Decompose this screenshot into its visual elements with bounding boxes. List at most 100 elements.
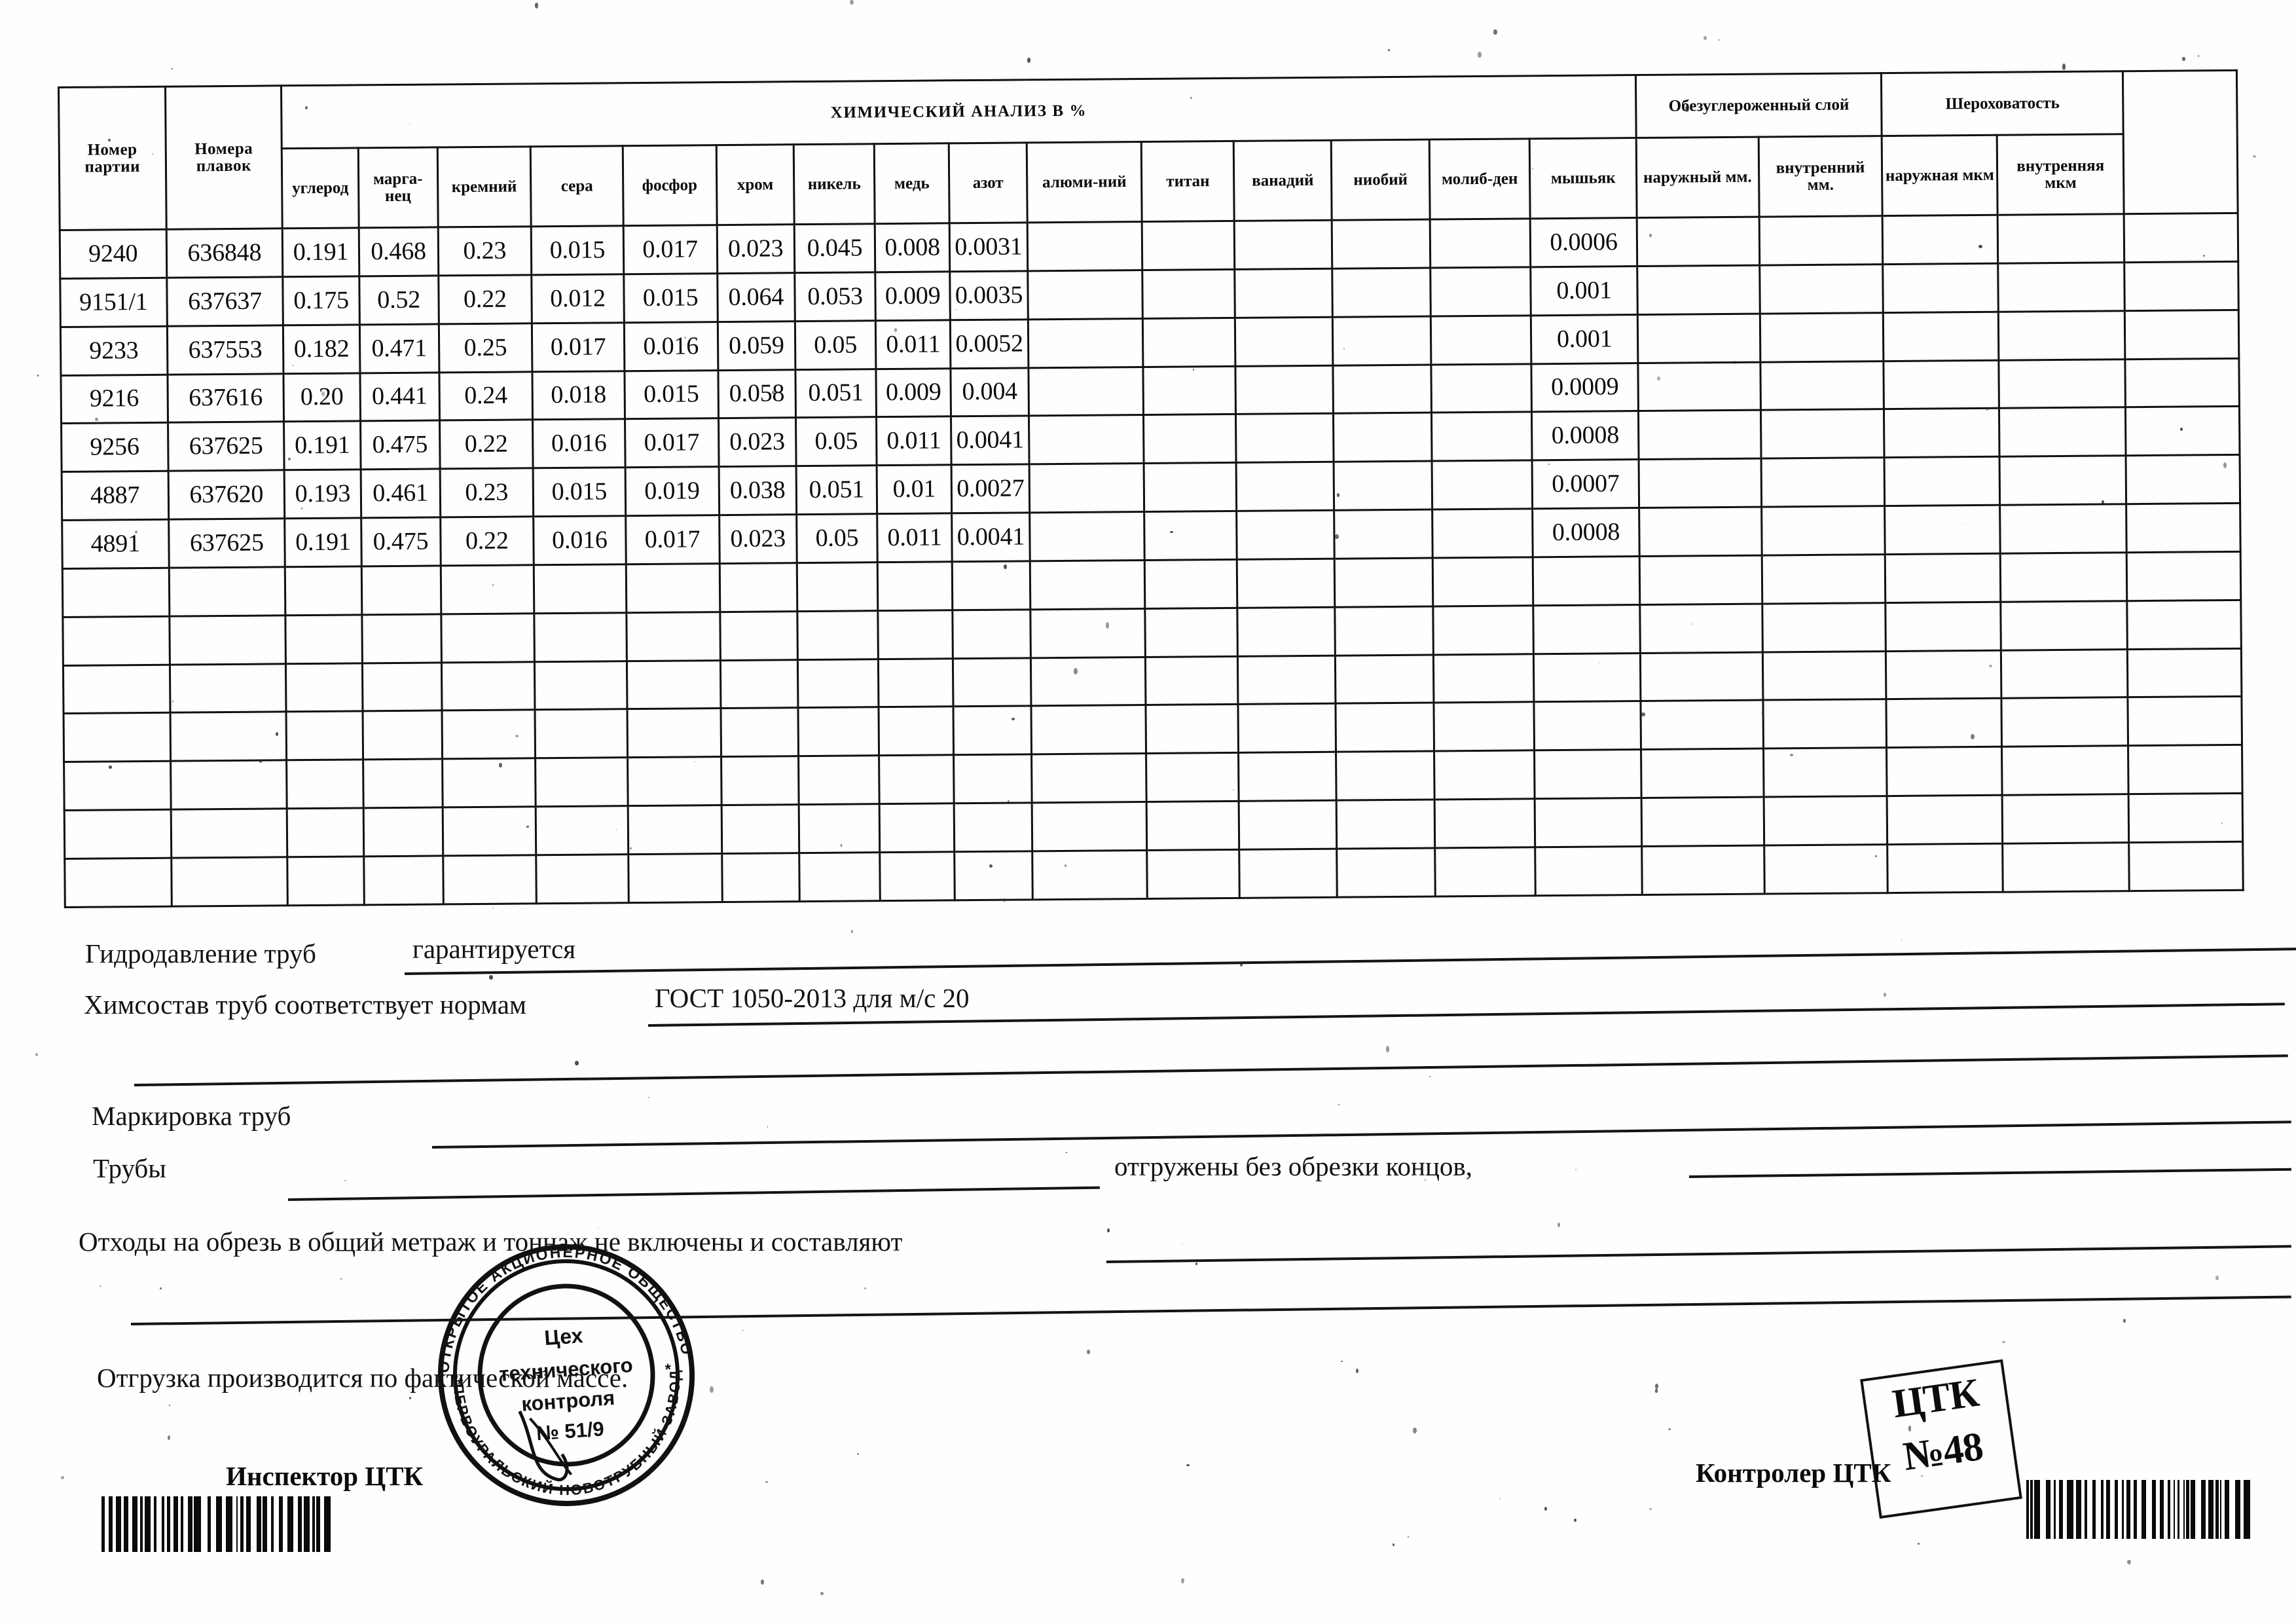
cell-si[interactable] xyxy=(442,806,536,856)
cell-extra[interactable] xyxy=(2127,600,2242,650)
cell-n[interactable] xyxy=(953,706,1032,756)
cell-decarb_out[interactable] xyxy=(1638,410,1761,460)
cell-ti[interactable] xyxy=(1144,559,1237,609)
cell-decarb_out[interactable] xyxy=(1639,555,1762,605)
cell-rough_in[interactable] xyxy=(2000,600,2128,650)
cell-mo[interactable] xyxy=(1434,798,1536,848)
cell-s[interactable] xyxy=(534,564,627,614)
cell-ti[interactable] xyxy=(1147,849,1240,899)
cell-si[interactable] xyxy=(442,758,536,808)
cell-decarb_in[interactable] xyxy=(1761,554,1886,604)
cell-p[interactable]: 0.017 xyxy=(623,225,718,274)
cell-s[interactable] xyxy=(534,612,627,662)
cell-cr[interactable] xyxy=(720,659,799,709)
cell-rough_out[interactable] xyxy=(1884,360,1999,409)
cell-nb[interactable] xyxy=(1335,654,1434,704)
cell-c[interactable]: 0.191 xyxy=(285,517,362,567)
cell-al[interactable] xyxy=(1027,221,1143,271)
cell-rough_out[interactable] xyxy=(1884,456,2000,506)
cell-ti[interactable] xyxy=(1145,608,1238,657)
cell-v[interactable] xyxy=(1237,703,1336,753)
cell-n[interactable] xyxy=(953,754,1032,803)
cell-c[interactable] xyxy=(287,807,364,857)
cell-mn[interactable] xyxy=(363,807,443,857)
cell-c[interactable] xyxy=(285,614,363,664)
cell-s[interactable]: 0.017 xyxy=(532,322,625,372)
cell-cr[interactable] xyxy=(721,853,800,902)
cell-heats[interactable] xyxy=(170,808,288,858)
cell-n[interactable] xyxy=(954,851,1033,900)
cell-decarb_out[interactable] xyxy=(1641,845,1764,895)
cell-batch[interactable] xyxy=(62,616,170,666)
cell-al[interactable] xyxy=(1028,318,1144,368)
cell-v[interactable] xyxy=(1234,220,1333,270)
cell-si[interactable] xyxy=(443,855,537,904)
cell-n[interactable]: 0.0027 xyxy=(951,464,1030,513)
cell-p[interactable] xyxy=(626,563,720,613)
cell-rough_in[interactable] xyxy=(2002,794,2130,844)
cell-cr[interactable] xyxy=(721,804,799,854)
cell-nb[interactable] xyxy=(1336,751,1434,801)
cell-c[interactable] xyxy=(285,663,363,712)
cell-heats[interactable] xyxy=(169,615,286,665)
cell-p[interactable]: 0.015 xyxy=(623,273,718,323)
cell-n[interactable]: 0.0035 xyxy=(949,270,1029,320)
cell-n[interactable]: 0.0031 xyxy=(949,222,1028,272)
cell-rough_in[interactable] xyxy=(2000,552,2128,602)
cell-v[interactable] xyxy=(1237,606,1336,656)
cell-mo[interactable] xyxy=(1434,750,1535,800)
cell-cu[interactable] xyxy=(879,803,955,853)
cell-s[interactable]: 0.016 xyxy=(533,515,627,565)
cell-as[interactable] xyxy=(1535,846,1643,896)
cell-c[interactable]: 0.182 xyxy=(283,324,360,374)
cell-mn[interactable] xyxy=(363,855,443,905)
cell-ti[interactable] xyxy=(1146,801,1239,851)
cell-mn[interactable]: 0.471 xyxy=(359,323,439,373)
cell-si[interactable]: 0.22 xyxy=(438,274,532,324)
cell-cr[interactable]: 0.023 xyxy=(719,514,797,564)
cell-v[interactable] xyxy=(1235,316,1334,366)
cell-ti[interactable] xyxy=(1143,365,1236,415)
cell-c[interactable]: 0.191 xyxy=(283,421,361,471)
cell-nb[interactable] xyxy=(1332,219,1430,269)
cell-s[interactable]: 0.018 xyxy=(532,371,625,420)
cell-mo[interactable] xyxy=(1430,315,1532,365)
cell-p[interactable] xyxy=(627,660,721,710)
cell-decarb_in[interactable] xyxy=(1762,699,1887,749)
cell-s[interactable] xyxy=(535,757,628,807)
cell-decarb_in[interactable] xyxy=(1760,409,1885,459)
cell-as[interactable] xyxy=(1533,604,1641,654)
cell-mn[interactable] xyxy=(362,662,442,712)
cell-decarb_in[interactable] xyxy=(1762,651,1887,701)
cell-rough_in[interactable] xyxy=(1999,504,2127,554)
cell-p[interactable] xyxy=(626,612,720,661)
cell-s[interactable]: 0.015 xyxy=(531,225,624,275)
cell-s[interactable] xyxy=(534,661,627,710)
cell-mn[interactable]: 0.468 xyxy=(358,227,439,276)
cell-extra[interactable] xyxy=(2125,406,2240,456)
cell-s[interactable] xyxy=(536,805,629,855)
cell-decarb_out[interactable] xyxy=(1637,313,1760,363)
cell-al[interactable] xyxy=(1031,753,1147,803)
cell-extra[interactable] xyxy=(2125,358,2240,408)
cell-mn[interactable] xyxy=(362,710,443,760)
cell-n[interactable] xyxy=(953,609,1031,659)
cell-rough_in[interactable] xyxy=(1998,310,2126,360)
cell-nb[interactable] xyxy=(1337,847,1435,898)
cell-c[interactable]: 0.193 xyxy=(284,470,361,519)
cell-rough_in[interactable] xyxy=(2001,697,2128,747)
cell-p[interactable]: 0.019 xyxy=(625,466,720,516)
cell-batch[interactable] xyxy=(63,664,170,714)
cell-p[interactable] xyxy=(627,805,722,855)
cell-si[interactable]: 0.24 xyxy=(439,371,533,421)
cell-decarb_in[interactable] xyxy=(1764,844,1888,895)
cell-decarb_out[interactable] xyxy=(1640,652,1763,701)
cell-mo[interactable] xyxy=(1431,412,1533,462)
cell-al[interactable] xyxy=(1029,463,1145,513)
cell-cu[interactable] xyxy=(879,755,955,804)
cell-as[interactable] xyxy=(1535,798,1642,847)
cell-rough_out[interactable] xyxy=(1883,311,1999,361)
cell-heats[interactable]: 637553 xyxy=(166,325,284,375)
cell-rough_in[interactable] xyxy=(1997,262,2125,312)
cell-cr[interactable] xyxy=(720,611,798,661)
